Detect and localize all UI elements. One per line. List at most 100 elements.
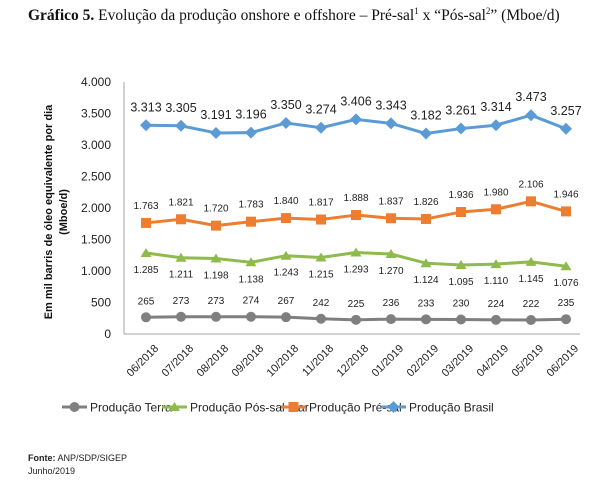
data-point: [455, 122, 467, 135]
data-point: [315, 252, 327, 262]
data-label: 222: [523, 299, 540, 310]
data-label: 1.980: [483, 187, 508, 198]
data-label: 3.406: [340, 94, 371, 108]
chart-title-text: Evolução da produção onshore e offshore …: [94, 7, 415, 25]
data-label: 1.215: [308, 269, 333, 280]
data-label: 1.946: [553, 189, 578, 200]
y-tick-label: 2.000: [81, 201, 111, 215]
footer: Fonte: ANP/SDP/SIGEP Junho/2019: [28, 452, 127, 478]
data-label: 3.274: [305, 103, 336, 117]
data-point: [420, 258, 432, 268]
data-label: 1.840: [273, 196, 298, 207]
data-label: 1.837: [378, 196, 403, 207]
data-point: [421, 314, 431, 325]
data-point: [176, 214, 186, 225]
data-label: 236: [383, 298, 400, 309]
data-point: [211, 311, 221, 322]
data-label: 1.720: [203, 204, 228, 215]
footnote-marker-1: 1: [414, 6, 419, 16]
legend: Produção Terra Produção Pós-sal Mar Produç…: [62, 401, 494, 415]
data-label: 1.076: [553, 278, 578, 289]
legend-item: Produção Terra: [62, 401, 172, 415]
data-point: [176, 311, 186, 322]
data-label: 273: [208, 296, 225, 307]
source-label: Fonte:: [28, 453, 56, 463]
x-tick-label: 03/2019: [440, 343, 477, 380]
data-point: [351, 314, 361, 325]
source-value: ANP/SDP/SIGEP: [55, 453, 128, 463]
legend-item: Produção Pós-sal Mar: [162, 401, 309, 415]
axes: [123, 82, 580, 335]
data-label: 273: [173, 296, 190, 307]
data-label: 224: [488, 299, 505, 310]
data-label: 1.817: [308, 198, 333, 209]
data-label: 3.473: [515, 90, 546, 104]
data-point: [210, 126, 222, 139]
data-point: [280, 250, 292, 260]
data-point: [175, 252, 187, 262]
y-tick-label: 500: [91, 296, 111, 310]
data-point: [140, 119, 152, 132]
data-point: [490, 119, 502, 132]
x-tick-label: 12/2018: [335, 343, 372, 380]
data-point: [526, 315, 536, 326]
series-producao-brasil: 3.313 3.305 3.191 3.196 3.350 3.274 3.406 3.343…: [130, 90, 582, 140]
y-tick-labels: 0 500 1.000 1.500 2.000 2.500 3.000 3.500 4.000: [81, 75, 111, 341]
data-label: 1.821: [168, 197, 193, 208]
legend-label: Produção Terra: [90, 401, 172, 415]
x-tick-label: 01/2019: [370, 343, 407, 380]
y-axis-label-line-2: (Mboe/d): [58, 189, 70, 235]
data-label: 1.763: [133, 201, 158, 212]
legend-label: Produção Pós-sal Mar: [190, 401, 309, 415]
data-label: 1.138: [238, 274, 263, 285]
footnote-marker-2: 2: [485, 6, 491, 16]
y-axis-label-line-1: Em mil barris de óleo equivalente por di…: [43, 104, 55, 319]
data-point: [140, 248, 152, 258]
data-point: [350, 247, 362, 257]
data-label: 2.106: [518, 179, 543, 190]
y-tick-label: 2.500: [81, 170, 111, 184]
data-label: 265: [138, 296, 155, 307]
data-point: [141, 312, 151, 323]
data-label: 1.936: [448, 190, 473, 201]
y-axis-label: Em mil barris de óleo equivalente por di…: [43, 104, 70, 319]
source-note: Fonte: ANP/SDP/SIGEP: [28, 452, 127, 465]
data-point: [490, 259, 502, 269]
data-point: [316, 214, 326, 225]
data-point: [456, 207, 466, 218]
data-label: 1.095: [448, 277, 473, 288]
data-point: [281, 312, 291, 323]
data-point: [386, 213, 396, 224]
series-producao-pre-sal: 1.763 1.821 1.720 1.783 1.840 1.817 1.888 1.837…: [133, 179, 579, 231]
x-tick-label: 10/2018: [265, 343, 302, 380]
data-point: [246, 216, 256, 227]
data-label: 242: [313, 298, 330, 309]
data-label: 3.196: [235, 108, 266, 122]
data-point: [561, 314, 571, 325]
x-tick-label: 04/2019: [475, 343, 512, 380]
data-point: [245, 257, 257, 267]
date-note: Junho/2019: [28, 466, 76, 476]
data-point: [246, 311, 256, 322]
data-label: 267: [278, 296, 295, 307]
data-point: [561, 206, 571, 217]
data-point: [421, 213, 431, 224]
data-point: [491, 314, 501, 325]
data-label: 1.888: [343, 193, 368, 204]
data-point: [526, 196, 536, 207]
data-point: [385, 248, 397, 258]
legend-swatch-marker: [69, 402, 80, 412]
data-label: 230: [453, 299, 470, 310]
data-label: 274: [243, 296, 260, 307]
data-point: [281, 213, 291, 224]
y-tick-label: 1.500: [81, 233, 111, 247]
data-label: 3.182: [410, 109, 441, 123]
data-label: 3.313: [130, 100, 161, 114]
y-tick-label: 3.000: [81, 138, 111, 152]
data-label: 3.191: [200, 108, 231, 122]
data-point: [245, 126, 257, 139]
data-label: 1.293: [343, 265, 368, 276]
data-point: [315, 121, 327, 134]
data-point: [386, 314, 396, 325]
data-point: [525, 109, 537, 122]
